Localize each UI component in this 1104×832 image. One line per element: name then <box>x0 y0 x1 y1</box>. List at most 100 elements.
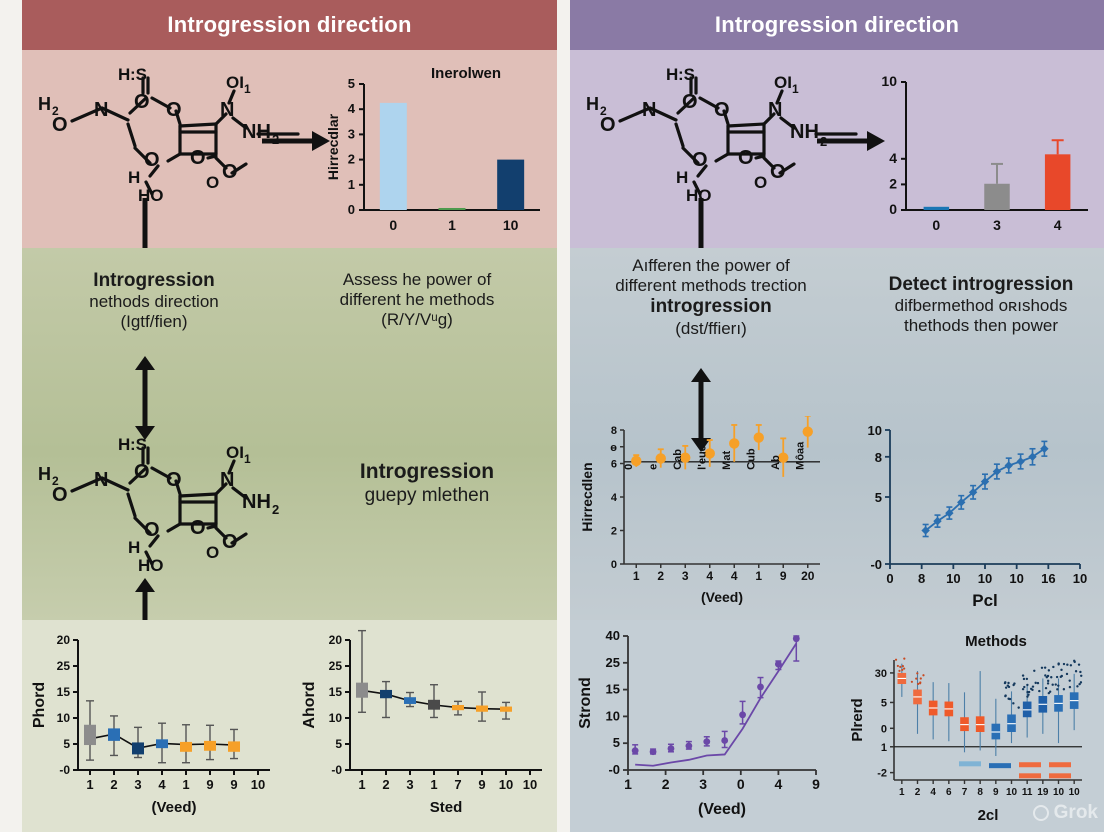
text-line-4: (dst/ffierı) <box>576 319 846 339</box>
svg-text:1: 1 <box>633 569 640 583</box>
svg-text:1: 1 <box>86 777 93 792</box>
panel-right-header: Introgression direction <box>570 0 1104 50</box>
svg-text:1: 1 <box>348 177 355 192</box>
svg-text:O: O <box>190 517 206 539</box>
svg-text:0: 0 <box>611 559 617 571</box>
svg-text:O: O <box>770 161 786 183</box>
svg-text:O: O <box>600 114 616 136</box>
svg-text:4: 4 <box>1054 217 1062 233</box>
panel-left: Introgression direction <box>22 0 557 832</box>
svg-text:N: N <box>220 469 234 491</box>
svg-text:NH: NH <box>242 491 271 513</box>
right-mid-text-left: Aıfferen the power of different methods … <box>576 256 846 339</box>
svg-text:10: 10 <box>946 571 960 586</box>
chemical-structure-icon-2: H2 O N O H:S O N OI 1 NH 2 O O O O H <box>30 428 320 603</box>
svg-text:25: 25 <box>57 659 71 673</box>
svg-text:HO: HO <box>138 556 164 575</box>
svg-text:10: 10 <box>329 711 343 725</box>
svg-text:Phord: Phord <box>31 682 48 728</box>
svg-text:1: 1 <box>792 82 799 96</box>
svg-text:10: 10 <box>606 708 620 723</box>
svg-text:O: O <box>682 91 698 113</box>
svg-text:e: e <box>648 464 660 470</box>
svg-text:15: 15 <box>57 685 71 699</box>
svg-text:3: 3 <box>406 777 413 792</box>
svg-text:10: 10 <box>978 571 992 586</box>
svg-text:10: 10 <box>1009 571 1023 586</box>
svg-text:1: 1 <box>899 787 905 798</box>
svg-text:1: 1 <box>182 777 189 792</box>
svg-text:O: O <box>738 147 754 169</box>
svg-text:H: H <box>38 464 51 484</box>
svg-text:9: 9 <box>812 776 820 792</box>
chart-bot-right-strond: -0 5 10 15 25 40 1 2 3 0 4 9 (Veed) Strond <box>566 620 846 830</box>
svg-text:0: 0 <box>881 723 887 735</box>
svg-text:19: 19 <box>1037 787 1049 798</box>
chart-top-left-bar: 0 1 2 3 4 5 0 1 10 Inerolwen Hirrecdlar <box>322 60 552 240</box>
svg-text:ɵ: ɵ <box>610 442 617 454</box>
text-line-2: guepy mlethen <box>312 485 542 507</box>
svg-text:1: 1 <box>358 777 365 792</box>
right-mid-text-right: Detect introgression difbermethod oʀısho… <box>858 274 1104 337</box>
svg-text:16: 16 <box>1041 571 1055 586</box>
svg-text:10: 10 <box>1053 787 1065 798</box>
svg-text:H: H <box>38 94 51 114</box>
svg-text:10: 10 <box>868 423 882 438</box>
left-mid-text-lower-right: Introgression guepy mlethen <box>312 460 542 507</box>
svg-text:4: 4 <box>775 776 783 792</box>
svg-text:10: 10 <box>1069 787 1081 798</box>
panel-right-top-row: H2 O N O H:S O N OI1 NH2 O O O O H <box>570 50 1104 248</box>
svg-text:3: 3 <box>348 126 355 141</box>
svg-text:Methods: Methods <box>965 633 1027 650</box>
svg-text:9: 9 <box>478 777 485 792</box>
svg-text:l'euc: l'euc <box>697 445 709 470</box>
text-bold-line: Introgression <box>312 460 542 485</box>
svg-text:4: 4 <box>731 569 738 583</box>
svg-text:Plrerd: Plrerd <box>849 698 866 741</box>
svg-text:9: 9 <box>206 777 213 792</box>
svg-text:9: 9 <box>780 569 787 583</box>
panel-right-bottom-row: -0 5 10 15 25 40 1 2 3 0 4 9 (Veed) Strond -2 1 0 5 30 1 2 4… <box>570 620 1104 832</box>
svg-text:10: 10 <box>499 777 513 792</box>
svg-text:O: O <box>206 173 219 192</box>
svg-text:Mat: Mat <box>721 451 733 470</box>
svg-text:O: O <box>190 147 206 169</box>
svg-text:0: 0 <box>348 202 355 217</box>
text-line-1: Assess he power of <box>292 270 542 290</box>
svg-text:Sted: Sted <box>430 799 463 816</box>
svg-text:H: H <box>118 65 130 84</box>
svg-text:11: 11 <box>1022 787 1033 798</box>
svg-text:10: 10 <box>1073 571 1087 586</box>
svg-text:OI: OI <box>226 443 244 462</box>
svg-text:Cub: Cub <box>746 448 758 470</box>
chart-bot-left-phord: -0 5 10 15 25 20 1 2 3 4 1 9 9 10 (Veed) Phord <box>16 624 292 829</box>
svg-text:4: 4 <box>706 569 713 583</box>
svg-text:O: O <box>692 149 708 171</box>
svg-text:5: 5 <box>881 697 887 709</box>
svg-text:8: 8 <box>918 571 925 586</box>
chart-bot-right-methods: -2 1 0 5 30 1 2 4 6 7 8 9 10 11 19 10 10 2cl Methods Plrerd <box>842 620 1104 832</box>
svg-text:O: O <box>222 531 238 553</box>
svg-text:Môaa: Môaa <box>795 441 807 470</box>
svg-text:10: 10 <box>251 777 265 792</box>
svg-text:5: 5 <box>63 737 70 751</box>
svg-text:N: N <box>220 99 234 121</box>
svg-text:1: 1 <box>430 777 437 792</box>
svg-text:20: 20 <box>57 633 71 647</box>
svg-text:5: 5 <box>613 735 620 750</box>
svg-text:4: 4 <box>889 150 897 166</box>
svg-text:7: 7 <box>454 777 461 792</box>
svg-text:1: 1 <box>755 569 762 583</box>
svg-text:5: 5 <box>335 737 342 751</box>
svg-text:(Veed): (Veed) <box>151 799 196 816</box>
text-line-1: Aıfferen the power of <box>576 256 846 276</box>
svg-text:H: H <box>676 168 688 187</box>
svg-text:15: 15 <box>329 685 343 699</box>
svg-text:-0: -0 <box>331 763 342 777</box>
svg-text:H: H <box>118 435 130 454</box>
svg-text:O: O <box>52 114 68 136</box>
svg-text:7: 7 <box>962 787 968 798</box>
svg-text:0: 0 <box>389 217 397 233</box>
svg-text:(Veed): (Veed) <box>698 801 746 818</box>
svg-text:O: O <box>166 99 182 121</box>
